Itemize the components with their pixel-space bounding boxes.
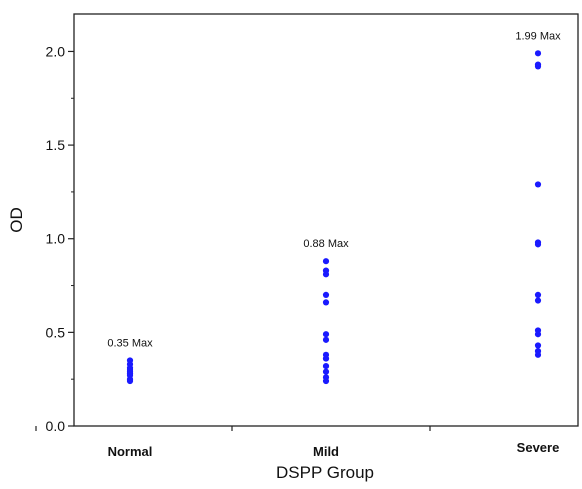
y-tick-label: 0.0: [46, 418, 66, 434]
data-point: [534, 351, 542, 358]
data-point: [534, 241, 542, 248]
y-tick-label: 1.0: [46, 231, 66, 247]
x-axis: Normal Mild Severe: [35, 426, 560, 459]
x-category-label: Normal: [108, 444, 153, 459]
x-category-label: Mild: [313, 444, 339, 459]
x-axis-title: DSPP Group: [276, 463, 374, 482]
data-point: [322, 299, 330, 306]
data-point: [534, 331, 542, 338]
max-annotation: 1.99 Max: [515, 30, 561, 42]
max-annotation: 0.35 Max: [107, 337, 153, 349]
data-point: [534, 297, 542, 304]
data-point: [534, 291, 542, 299]
max-annotations: 0.35 Max 0.88 Max 1.99 Max: [107, 30, 561, 349]
data-point: [322, 368, 330, 375]
data-point: [322, 258, 330, 265]
data-points: [126, 50, 542, 385]
y-axis-title: OD: [7, 207, 26, 233]
data-point: [322, 336, 330, 343]
data-point: [322, 331, 330, 338]
data-point: [534, 181, 542, 188]
data-point: [322, 377, 330, 385]
max-annotation: 0.88 Max: [303, 238, 349, 250]
plot-area: [73, 13, 579, 427]
data-point: [534, 342, 542, 349]
y-tick-label: 0.5: [46, 324, 66, 340]
data-point: [126, 377, 134, 385]
y-tick-label: 1.5: [46, 137, 66, 153]
data-point: [322, 271, 330, 278]
y-axis: 0.0 0.5 1.0 1.5 2.0: [46, 43, 74, 434]
data-point: [322, 362, 330, 370]
y-tick-label: 2.0: [46, 43, 66, 59]
x-category-label: Severe: [517, 440, 560, 455]
data-point: [534, 63, 542, 70]
data-point: [322, 355, 330, 362]
data-point: [534, 50, 542, 57]
data-point: [322, 291, 330, 299]
